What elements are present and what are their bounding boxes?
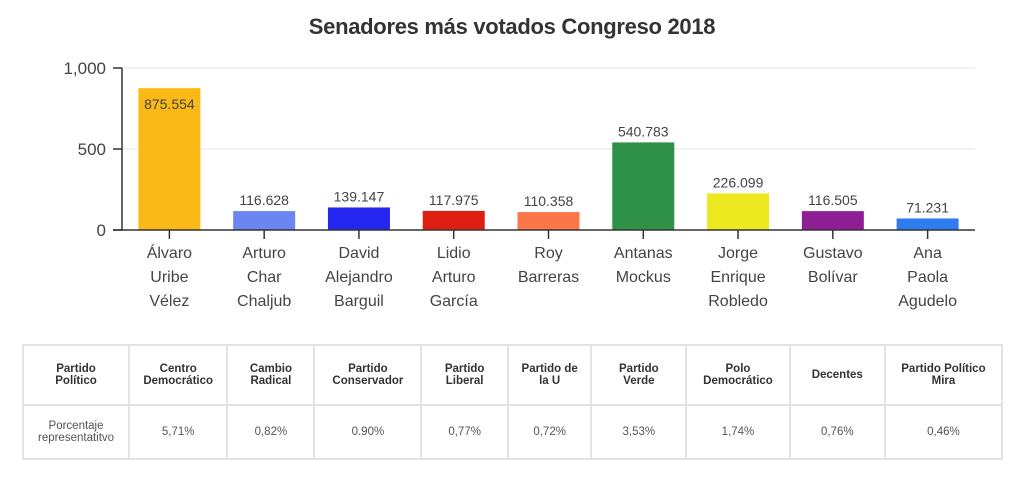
table-value-cell: 0,82% xyxy=(226,404,316,460)
x-tick-label: Ana xyxy=(913,245,942,262)
x-tick-label: Paola xyxy=(907,269,948,286)
x-tick-label: Char xyxy=(247,269,282,286)
x-tick-label: Barguil xyxy=(334,293,384,310)
x-tick-label: Mockus xyxy=(616,269,671,286)
table-value-cell: 0,72% xyxy=(506,404,593,460)
x-tick-label: Roy xyxy=(534,245,562,262)
data-label: 139.147 xyxy=(334,188,385,204)
data-label: 110.358 xyxy=(524,193,574,209)
bar-chart: 0 500 1,000 875.554 Álvaro Uribe Vélez 116.628 A… xyxy=(63,59,975,310)
data-label: 875.554 xyxy=(144,96,195,112)
x-tick-label: Uribe xyxy=(150,269,188,286)
x-tick-label: Arturo xyxy=(432,269,476,286)
x-tick-label: Jorge xyxy=(718,245,758,262)
bar xyxy=(612,142,675,230)
x-tick-label: Agudelo xyxy=(898,293,957,310)
table-header-cell: Decentes xyxy=(788,344,886,406)
bar xyxy=(517,212,580,230)
table-header-cell: Partido Político xyxy=(21,344,131,406)
party-percentage-table: Partido Político Centro Democrático Cambio… xyxy=(21,344,1004,460)
x-tick-label: Alejandro xyxy=(325,269,393,286)
bar xyxy=(422,210,485,230)
table-header-row: Partido Político Centro Democrático Cambio… xyxy=(21,344,1004,406)
x-tick-label: Antanas xyxy=(614,245,673,262)
data-label: 71.231 xyxy=(906,199,949,215)
labels: 0 500 1,000 875.554 Álvaro Uribe Vélez 116.628 A… xyxy=(63,59,957,310)
x-tick-label: Álvaro xyxy=(147,243,192,262)
chart-title: Senadores más votados Congreso 2018 xyxy=(308,14,716,39)
data-label: 116.628 xyxy=(239,192,289,208)
x-tick-label: Arturo xyxy=(242,245,286,262)
bar xyxy=(896,218,959,230)
x-tick-label: Enrique xyxy=(710,269,765,286)
table-value-cell: 0,77% xyxy=(420,404,509,460)
bar xyxy=(801,211,864,230)
table-value-cell: 0.90% xyxy=(313,404,423,460)
x-tick-label: David xyxy=(338,245,379,262)
bar xyxy=(138,88,201,231)
data-label: 116.505 xyxy=(808,192,858,208)
data-label: 226.099 xyxy=(713,174,764,190)
table-header-cell: Partido Político Mira xyxy=(883,344,1004,406)
x-tick-label: Vélez xyxy=(149,293,189,310)
bar xyxy=(233,211,296,230)
table-header-cell: Partido de la U xyxy=(506,344,593,406)
table-value-cell: 0,46% xyxy=(883,404,1004,460)
table-header-cell: Partido Liberal xyxy=(420,344,509,406)
axes xyxy=(113,67,975,239)
table-header-cell: Partido Conservador xyxy=(313,344,423,406)
x-tick-label: Bolívar xyxy=(808,269,858,286)
table-value-row: Porcentaje representatitvo 5,71% 0,82% 0.9… xyxy=(21,404,1004,460)
table-header-cell: Centro Democrático xyxy=(128,344,229,406)
x-tick-label: García xyxy=(430,293,478,310)
row-label-cell: Porcentaje representatitvo xyxy=(21,404,131,460)
table-header-cell: Polo Democrático xyxy=(685,344,791,406)
table-value-cell: 1,74% xyxy=(685,404,791,460)
table-value-cell: 3,53% xyxy=(590,404,688,460)
gridlines xyxy=(122,67,975,150)
y-tick-label: 1,000 xyxy=(63,59,106,78)
x-tick-label: Chaljub xyxy=(237,293,291,310)
data-label: 540.783 xyxy=(618,123,669,139)
data-label: 117.975 xyxy=(429,192,479,208)
y-tick-label: 0 xyxy=(97,221,106,240)
table-value-cell: 5,71% xyxy=(128,404,229,460)
table-header-cell: Partido Verde xyxy=(590,344,688,406)
table-value-cell: 0,76% xyxy=(788,404,886,460)
y-tick-label: 500 xyxy=(78,140,106,159)
bars xyxy=(138,88,959,231)
x-tick-label: Lidio xyxy=(437,245,471,262)
bar xyxy=(327,207,390,230)
x-tick-label: Gustavo xyxy=(803,245,863,262)
x-tick-label: Barreras xyxy=(518,269,579,286)
table-header-cell: Cambio Radical xyxy=(226,344,316,406)
x-tick-label: Robledo xyxy=(708,293,768,310)
bar xyxy=(707,193,770,230)
